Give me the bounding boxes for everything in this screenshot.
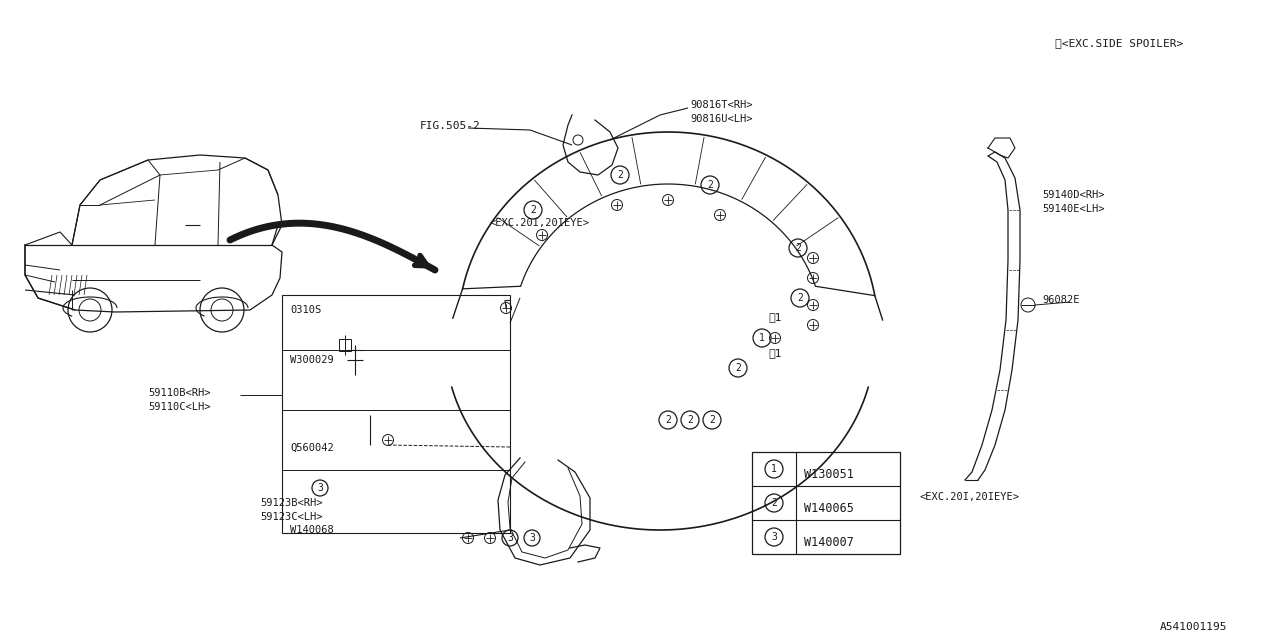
Text: W140068: W140068: [291, 525, 334, 535]
Text: W140065: W140065: [804, 502, 854, 515]
Text: 59140E<LH>: 59140E<LH>: [1042, 204, 1105, 214]
Text: 2: 2: [735, 363, 741, 373]
Bar: [282, 295, 509, 533]
Text: 2: 2: [617, 170, 623, 180]
Text: <EXC.20I,20IEYE>: <EXC.20I,20IEYE>: [490, 218, 590, 228]
Text: W130051: W130051: [804, 467, 854, 481]
Text: W300029: W300029: [291, 355, 334, 365]
Text: ※<EXC.SIDE SPOILER>: ※<EXC.SIDE SPOILER>: [1055, 38, 1183, 48]
Text: Q560042: Q560042: [291, 443, 334, 453]
Text: FIG.505-2: FIG.505-2: [420, 121, 481, 131]
Text: A541001195: A541001195: [1160, 622, 1228, 632]
Text: 1: 1: [759, 333, 765, 343]
Text: 0310S: 0310S: [291, 305, 321, 315]
Text: ※1: ※1: [768, 312, 782, 322]
Text: 59110C<LH>: 59110C<LH>: [148, 402, 210, 412]
Bar: [753, 452, 900, 554]
Text: 3: 3: [771, 532, 777, 542]
Text: 2: 2: [666, 415, 671, 425]
Text: 2: 2: [771, 498, 777, 508]
Text: <EXC.20I,20IEYE>: <EXC.20I,20IEYE>: [920, 492, 1020, 502]
Text: 2: 2: [530, 205, 536, 215]
Text: 1: 1: [771, 464, 777, 474]
Text: 2: 2: [707, 180, 713, 190]
Bar: [339, 339, 351, 351]
Text: 2: 2: [709, 415, 716, 425]
Text: 3: 3: [529, 533, 535, 543]
Text: 59123B<RH>: 59123B<RH>: [260, 498, 323, 508]
Text: 90816U<LH>: 90816U<LH>: [690, 114, 753, 124]
Text: W140007: W140007: [804, 536, 854, 548]
Text: 2: 2: [797, 293, 803, 303]
Text: 59140D<RH>: 59140D<RH>: [1042, 190, 1105, 200]
Text: 2: 2: [795, 243, 801, 253]
Text: 90816T<RH>: 90816T<RH>: [690, 100, 753, 110]
Text: 96082E: 96082E: [1042, 295, 1079, 305]
Text: 3: 3: [317, 483, 323, 493]
Text: ※1: ※1: [768, 348, 782, 358]
Text: 3: 3: [507, 533, 513, 543]
Text: 59110B<RH>: 59110B<RH>: [148, 388, 210, 398]
Text: 2: 2: [687, 415, 692, 425]
Text: 59123C<LH>: 59123C<LH>: [260, 512, 323, 522]
